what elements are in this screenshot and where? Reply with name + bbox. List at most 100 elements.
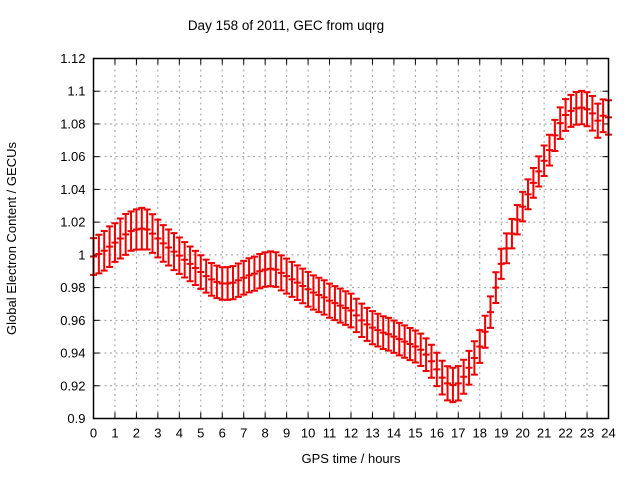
error-bar [175,236,183,275]
error-bar [588,94,596,132]
x-tick-label: 6 [219,426,226,441]
x-tick-label: 11 [323,426,337,441]
x-tick-label: 23 [580,426,594,441]
x-tick-label: 19 [494,426,508,441]
error-bar [476,329,484,364]
error-bar [111,222,119,263]
error-bar [583,91,591,128]
x-tick-label: 9 [283,426,290,441]
error-bar [562,98,570,132]
x-tick-label: 4 [176,426,183,441]
y-tick-label: 1.02 [60,215,85,230]
error-bar [427,343,435,379]
y-tick-label: 1.1 [67,84,85,99]
error-bar [540,144,548,177]
error-bar [250,255,258,292]
error-bar [524,178,532,211]
error-bar [304,270,312,308]
error-bar [444,365,452,402]
y-tick-label: 0.96 [60,313,85,328]
y-tick-label: 0.94 [60,346,85,361]
x-tick-label: 3 [154,426,161,441]
error-bar [149,213,157,254]
error-bar [106,225,114,268]
error-bar [417,332,425,367]
error-bar [401,324,409,359]
error-bar [320,279,328,316]
x-tick-label: 17 [451,426,465,441]
error-bar [283,257,291,295]
error-bar [599,98,607,134]
error-bar [422,337,430,373]
x-tick-label: 0 [90,426,97,441]
error-bar [170,232,178,272]
x-tick-label: 8 [262,426,269,441]
error-bar [186,245,194,283]
error-bar [572,91,580,126]
error-bar [347,292,355,329]
x-tick-label: 22 [558,426,572,441]
error-bar [379,315,387,350]
error-bar [368,310,376,346]
plot-border [92,57,610,420]
grid [93,58,609,419]
error-bar [154,218,162,259]
error-bar [202,258,210,294]
error-bar [535,155,543,188]
y-axis-label: Global Electron Content / GECUs [4,142,19,335]
error-bar [331,285,339,322]
error-bar [165,228,173,267]
error-bar [191,249,199,286]
error-bar [326,282,334,319]
x-tick-label: 13 [365,426,379,441]
tick-labels: 0 1 2 3 4 5 6 7 8 9 10 11 12 13 14 15 16 17 18 19 20 21 22 23 24… [60,51,616,441]
error-bar [406,327,414,362]
error-bar [127,210,135,252]
error-bar [122,212,130,256]
x-axis-label: GPS time / hours [302,451,401,466]
y-tick-label: 1 [78,247,85,262]
error-bar [470,340,478,376]
error-bar [95,233,103,275]
error-bar [143,208,151,251]
error-bar [267,250,275,288]
error-bar [208,262,216,297]
chart-title: Day 158 of 2011, GEC from uqrg [188,18,384,33]
error-bar [465,349,473,386]
error-bar [315,276,323,314]
error-bar [508,217,516,250]
error-bar [299,267,307,305]
error-bar [411,329,419,364]
error-bar [460,358,468,395]
error-bar [492,271,500,304]
error-bar [309,274,317,311]
error-bar [519,190,527,223]
error-bar [556,106,564,140]
error-bar [352,297,360,334]
error-bar [503,232,511,265]
x-tick-label: 14 [387,426,401,441]
error-bar [497,247,505,280]
error-bar [529,166,537,199]
error-bar [551,118,559,152]
error-bar [545,133,553,167]
error-bar [513,203,521,236]
error-bar [433,351,441,388]
error-bar [100,229,108,272]
plot-frame [92,57,610,420]
error-bar [594,102,602,139]
y-tick-label: 0.92 [60,378,85,393]
error-bar [234,262,242,298]
x-tick-label: 1 [111,426,118,441]
error-bar [385,316,393,352]
error-bar [261,251,269,288]
y-tick-label: 1.04 [60,182,85,197]
x-tick-label: 18 [473,426,487,441]
y-tick-label: 1.12 [60,51,85,66]
error-bar [390,319,398,354]
error-bar [240,259,248,296]
y-tick-label: 0.9 [67,411,85,426]
error-bar [277,254,285,292]
